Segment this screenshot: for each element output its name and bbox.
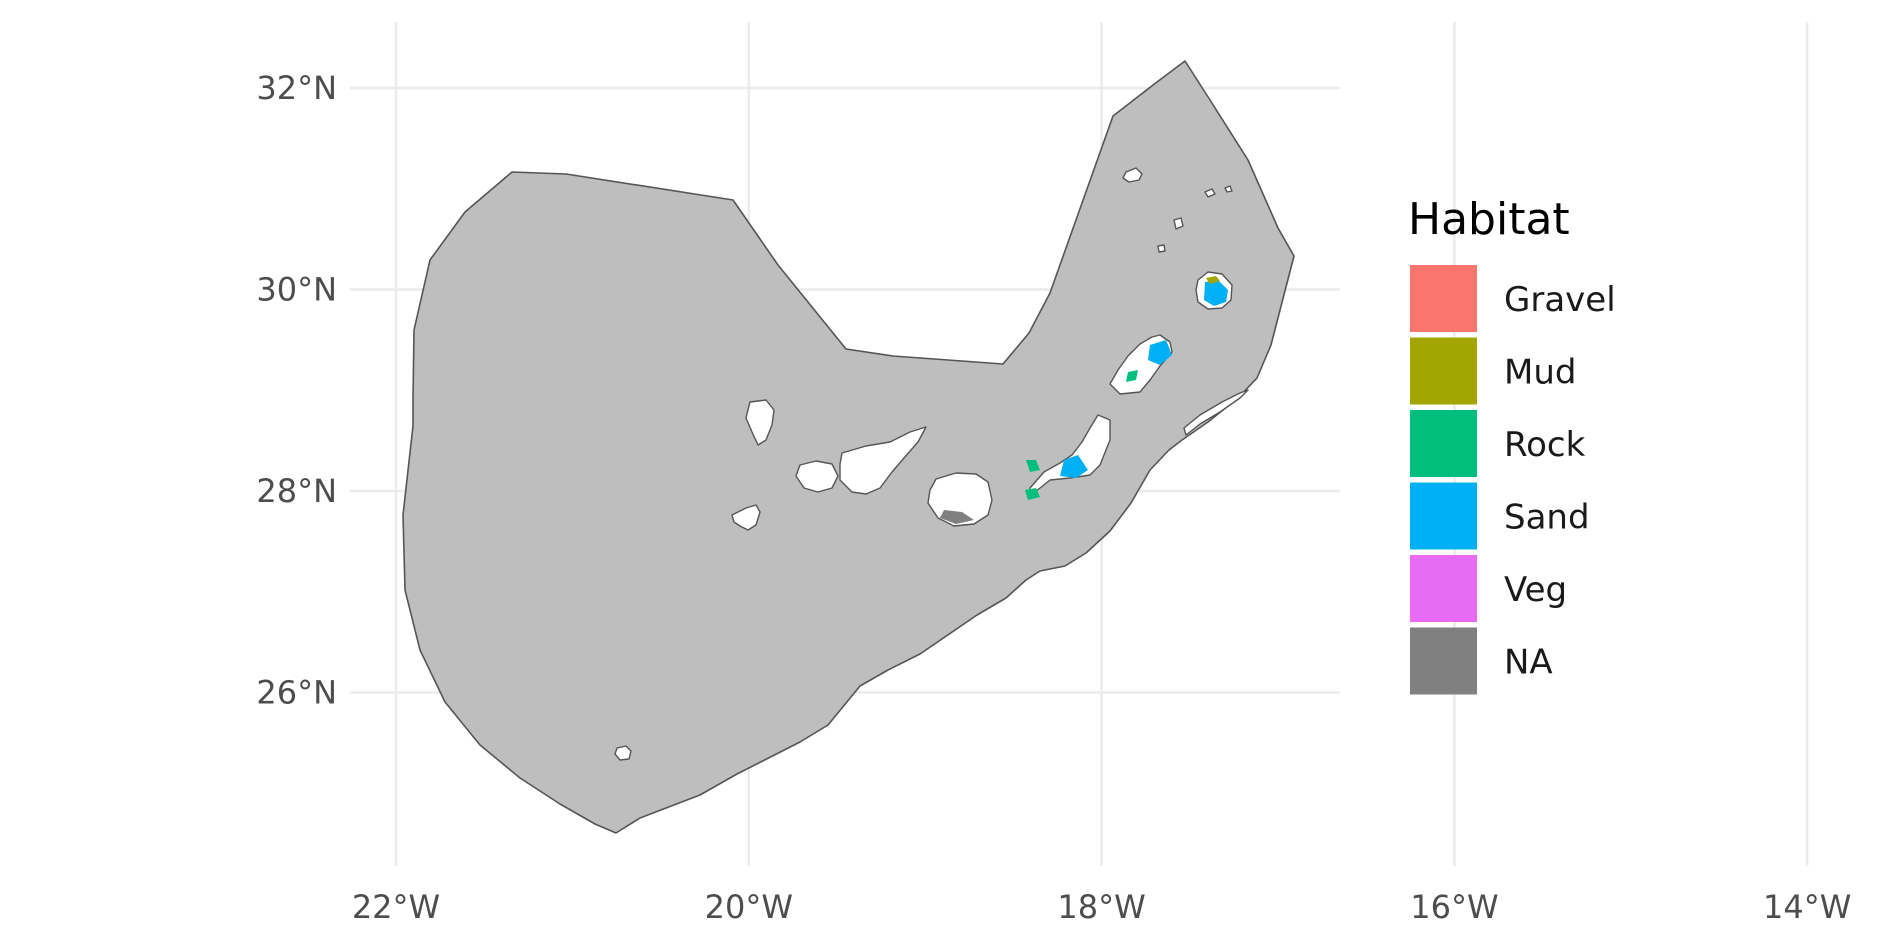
island-tenerife [839, 426, 927, 495]
island-southern-islet [614, 745, 632, 761]
legend-label: Rock [1504, 425, 1586, 465]
habitat-mud-ne [1206, 276, 1220, 284]
x-tick-label: 22°W [352, 888, 440, 926]
habitat-sand-lanzarote [1148, 340, 1172, 365]
y-tick-label: 30°N [256, 271, 337, 309]
legend: Habitat Gravel Mud Rock Sand Veg NA [1408, 194, 1616, 695]
y-tick-label: 26°N [256, 674, 337, 712]
legend-swatch [1410, 482, 1477, 550]
legend-label: Sand [1504, 498, 1590, 538]
y-tick-label: 28°N [256, 472, 337, 510]
legend-label: NA [1504, 643, 1553, 683]
axis-labels: 22°W20°W18°W16°W14°W12°W32°N30°N28°N26°N [256, 69, 1851, 926]
island-la-gomera [795, 460, 839, 493]
legend-swatch [1410, 555, 1477, 622]
habitat-rock-lanzarote [1126, 370, 1138, 382]
legend-swatch [1410, 265, 1477, 332]
habitat-sand-ne [1204, 280, 1228, 306]
x-tick-label: 14°W [1763, 888, 1851, 926]
islands [614, 167, 1249, 761]
island-el-hierro [731, 504, 761, 531]
legend-label: Veg [1504, 570, 1567, 610]
african-coast-strip [1183, 389, 1249, 436]
habitat-sand-fuerteventura [1060, 455, 1088, 478]
eez-region [402, 60, 1295, 834]
y-tick-label: 32°N [256, 69, 337, 107]
x-tick-label: 20°W [705, 888, 793, 926]
island-la-palma [745, 399, 775, 446]
habitat-na-gran-canaria [940, 510, 974, 524]
island-salvagens [1122, 167, 1143, 183]
legend-swatch [1410, 337, 1477, 405]
habitat-rock-islet [1026, 460, 1040, 472]
legend-swatch [1410, 627, 1477, 695]
legend-swatch [1410, 410, 1477, 477]
islet-north-2 [1224, 185, 1233, 193]
habitat-rock-fuerteventura [1025, 488, 1040, 500]
x-tick-label: 16°W [1410, 888, 1498, 926]
islet-north-4 [1157, 244, 1166, 253]
x-tick-label: 18°W [1057, 888, 1145, 926]
islet-north-3 [1173, 217, 1184, 230]
islet-north-1 [1204, 188, 1216, 198]
legend-title: Habitat [1408, 194, 1570, 245]
legend-label: Mud [1504, 353, 1576, 393]
legend-items: Gravel Mud Rock Sand Veg NA [1410, 265, 1616, 695]
legend-label: Gravel [1504, 280, 1616, 320]
